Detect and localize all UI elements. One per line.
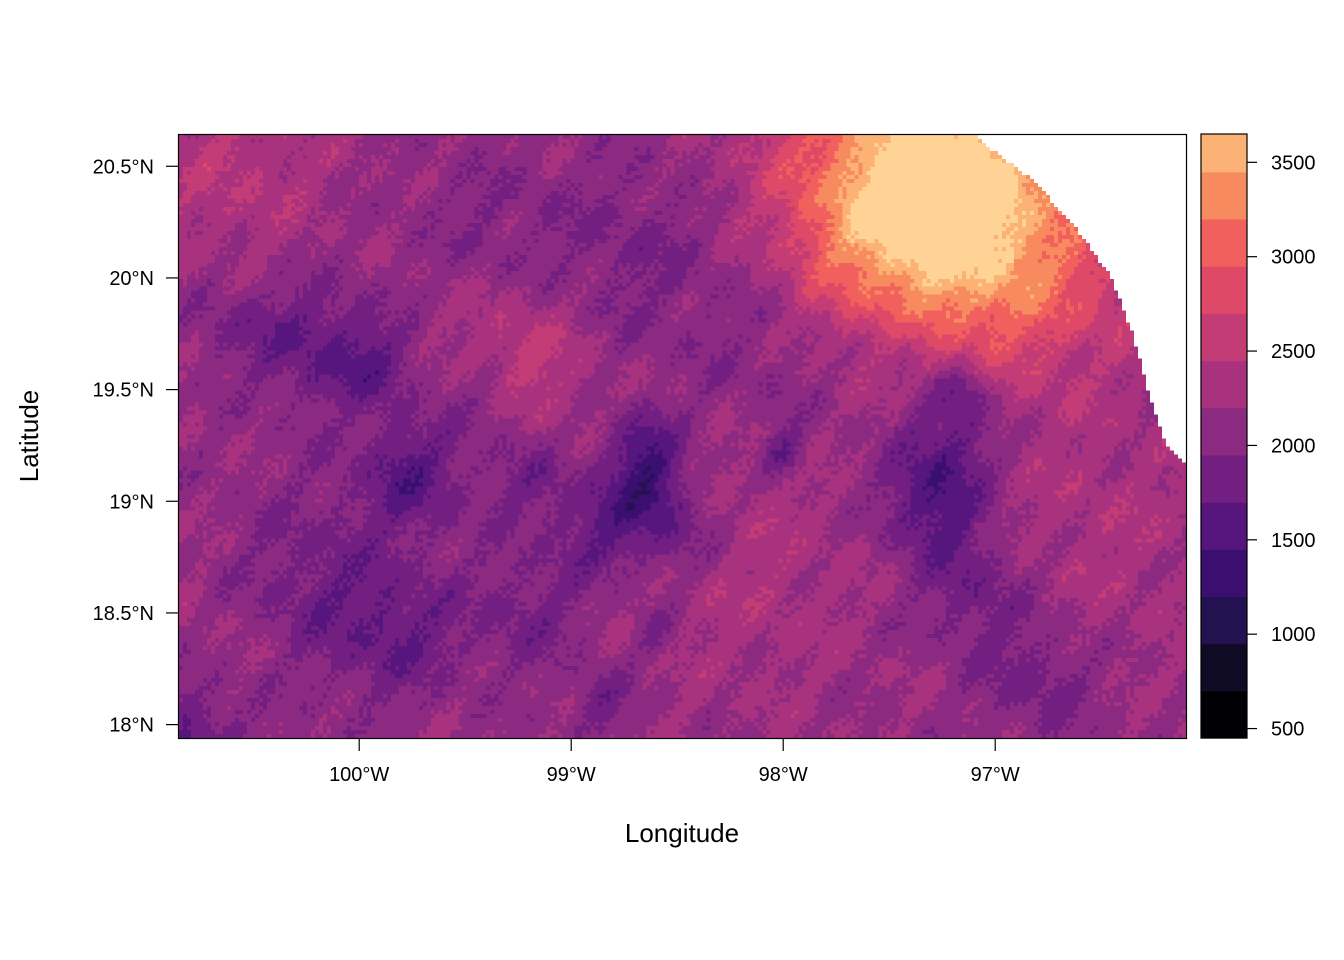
x-tick-label: 99°W xyxy=(547,764,596,786)
legend-color-band xyxy=(1201,407,1247,456)
x-axis-title: Longitude xyxy=(625,818,739,848)
legend-tick-label: 1000 xyxy=(1271,624,1316,646)
legend-color-band xyxy=(1201,596,1247,645)
x-tick-label: 97°W xyxy=(971,764,1020,786)
legend-color-band xyxy=(1201,549,1247,598)
legend-color-band xyxy=(1201,454,1247,503)
y-axis: 18°N 18.5°N 19°N 19.5°N 20°N 20.5°N xyxy=(93,156,178,737)
legend-color-band xyxy=(1201,360,1247,409)
legend-tick-label: 3000 xyxy=(1271,247,1316,269)
x-tick-label: 98°W xyxy=(759,764,808,786)
x-tick-label: 100°W xyxy=(329,764,389,786)
legend-color-band xyxy=(1201,502,1247,550)
y-tick-label: 19°N xyxy=(109,491,154,513)
elevation-raster-image xyxy=(179,135,1186,738)
y-tick-label: 18°N xyxy=(109,715,154,737)
legend-tick-label: 3500 xyxy=(1271,152,1316,174)
color-legend: 500 1000 1500 2000 2500 3000 3500 xyxy=(1200,133,1316,741)
elevation-raster xyxy=(179,135,1186,738)
legend-color-band xyxy=(1201,643,1247,692)
map-panel-border xyxy=(177,133,1188,740)
y-tick-label: 20°N xyxy=(109,268,154,290)
legend-color-band xyxy=(1201,266,1247,314)
legend-tick-label: 2500 xyxy=(1271,341,1316,363)
legend-color-band xyxy=(1201,690,1247,739)
legend-color-band xyxy=(1201,218,1247,267)
y-tick-label: 19.5°N xyxy=(93,380,154,402)
x-axis: 100°W 99°W 98°W 97°W xyxy=(329,739,1020,786)
y-tick-label: 20.5°N xyxy=(93,156,154,178)
legend-tick-label: 500 xyxy=(1271,719,1304,741)
y-axis-title: Latitude xyxy=(14,390,44,483)
legend-color-band xyxy=(1201,134,1247,173)
legend-tick-label: 1500 xyxy=(1271,530,1316,552)
y-tick-label: 18.5°N xyxy=(93,603,154,625)
legend-color-band xyxy=(1201,313,1247,362)
legend-border xyxy=(1200,133,1248,739)
legend-color-band xyxy=(1201,171,1247,220)
legend-tick-label: 2000 xyxy=(1271,435,1316,457)
